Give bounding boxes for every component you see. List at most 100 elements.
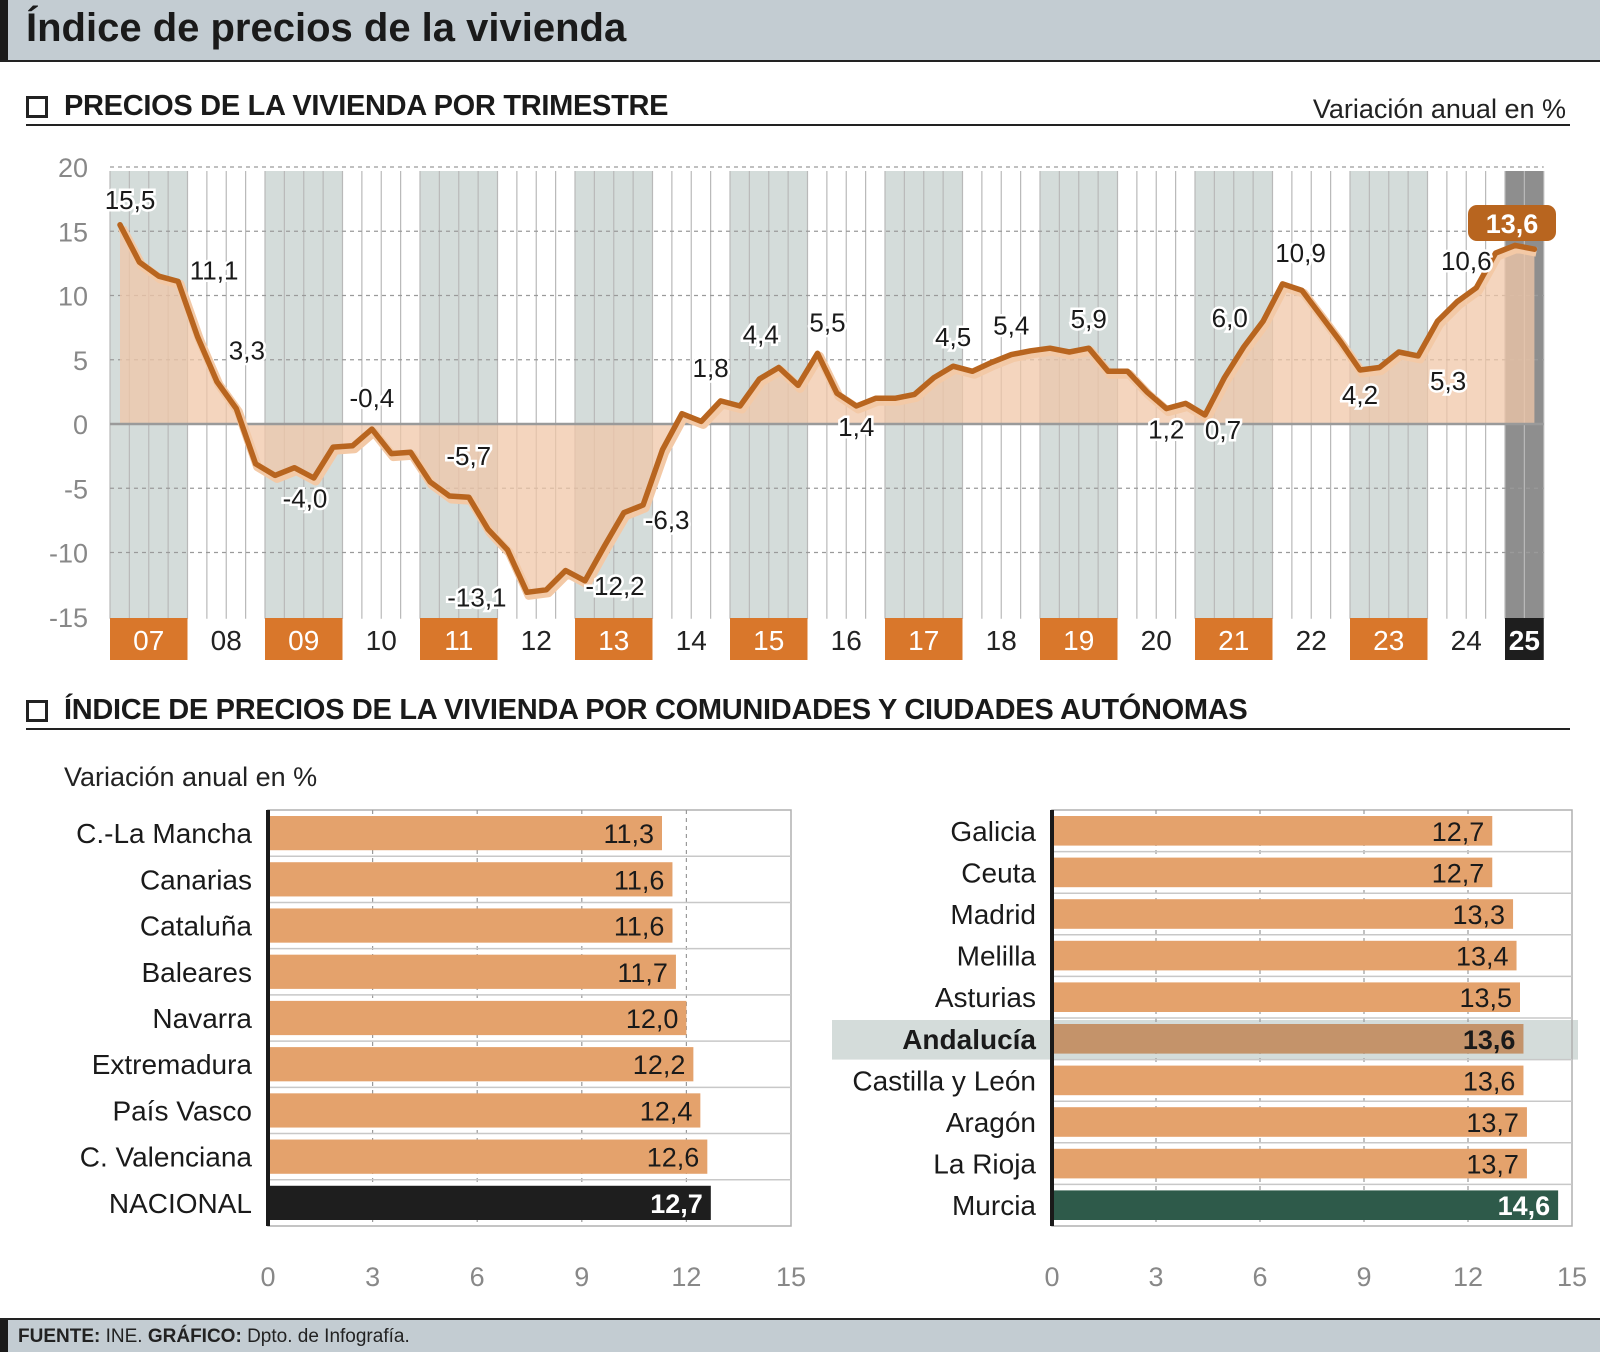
x-tick-label: 0 <box>260 1262 275 1292</box>
data-label: 3,3 <box>229 336 265 366</box>
category-label: Castilla y León <box>852 1065 1036 1096</box>
page-title: Índice de precios de la vivienda <box>26 6 627 50</box>
graphic-label: GRÁFICO: <box>147 1326 242 1347</box>
y-tick-label: 15 <box>58 217 88 247</box>
category-label: Baleares <box>141 957 252 988</box>
category-label: Andalucía <box>902 1024 1036 1055</box>
section-header-regions: ÍNDICE DE PRECIOS DE LA VIVIENDA POR COM… <box>26 690 1570 730</box>
year-label-bg <box>265 618 343 660</box>
bar-value-label: 12,7 <box>1432 817 1485 847</box>
category-label: La Rioja <box>933 1149 1036 1180</box>
bar-chart-left: 0 3 6 9 12 15 11,3 C.-La Mancha 11,6 Canarias 11,6… <box>76 809 806 1292</box>
line-chart: 20 15 10 5 0 -5 -10 -15 15,5 11,1 3,3 -4,0 -0,4 -5,7 -… <box>49 153 1556 660</box>
x-tick-label: 3 <box>365 1262 380 1292</box>
data-label: 1,2 <box>1148 415 1184 445</box>
bar-value-label: 13,7 <box>1466 1150 1519 1180</box>
footer: FUENTE: INE. GRÁFICO: Dpto. de Infografí… <box>0 1318 1600 1352</box>
data-label: 4,5 <box>935 322 971 352</box>
header-accent <box>0 0 8 60</box>
x-tick-label: 23 <box>1373 625 1404 656</box>
last-value-label: 13,6 <box>1486 209 1539 239</box>
data-label: 1,8 <box>693 353 729 383</box>
category-label: Asturias <box>935 982 1036 1013</box>
data-label: 1,4 <box>838 412 874 442</box>
data-label: 10,9 <box>1275 238 1326 268</box>
bar <box>268 1047 694 1082</box>
header-bar: Índice de precios de la vivienda <box>0 0 1600 62</box>
bar-value-label: 13,4 <box>1456 942 1509 972</box>
data-label: -6,3 <box>645 505 690 535</box>
section-header-quarterly: PRECIOS DE LA VIVIENDA POR TRIMESTRE Var… <box>26 86 1570 126</box>
x-tick-label: 12 <box>1453 1262 1483 1292</box>
bar <box>268 1185 711 1220</box>
bar <box>1052 857 1493 888</box>
category-label: C.-La Mancha <box>76 818 252 849</box>
footer-accent <box>0 1320 8 1352</box>
data-label: 6,0 <box>1212 303 1248 333</box>
data-label: 4,2 <box>1342 380 1378 410</box>
y-tick-label: 5 <box>73 346 88 376</box>
bar <box>1052 940 1517 971</box>
bar-chart-right: 0 3 6 9 12 15 12,7 Galicia 12,7 Ceuta 13,3 Madrid 13… <box>832 809 1587 1292</box>
data-label: -4,0 <box>283 483 328 513</box>
bar-value-label: 11,6 <box>614 912 665 942</box>
data-label: 10,6 <box>1441 246 1492 276</box>
y-tick-label: -10 <box>49 539 88 569</box>
data-label: 5,9 <box>1071 304 1107 334</box>
source-label: FUENTE: <box>18 1326 101 1347</box>
bar <box>1052 1065 1524 1096</box>
data-label: 11,1 <box>190 255 239 285</box>
x-tick-label: 22 <box>1296 625 1327 656</box>
bar-value-label: 11,3 <box>603 819 654 849</box>
data-label: 4,4 <box>743 319 779 349</box>
x-tick-label: 08 <box>211 625 242 656</box>
section-title-quarterly: PRECIOS DE LA VIVIENDA POR TRIMESTRE <box>64 90 669 122</box>
category-label: Navarra <box>152 1003 252 1034</box>
bar <box>1052 1107 1527 1137</box>
square-icon <box>26 700 48 722</box>
x-tick-label: 07 <box>133 625 164 656</box>
category-label: Cataluña <box>140 911 253 942</box>
bar-value-label: 12,0 <box>626 1004 679 1034</box>
bar <box>1052 1024 1524 1054</box>
bar <box>1052 1190 1559 1220</box>
data-label: 0,7 <box>1205 415 1241 445</box>
year-label-bg <box>1195 618 1273 660</box>
x-tick-label: 19 <box>1063 625 1094 656</box>
x-tick-label: 12 <box>671 1262 701 1292</box>
category-label: Extremadura <box>92 1049 253 1080</box>
bar-value-label: 13,3 <box>1453 900 1506 930</box>
x-tick-label: 6 <box>1252 1262 1267 1292</box>
bar <box>268 816 662 851</box>
category-label: País Vasco <box>112 1095 252 1126</box>
data-label: 5,5 <box>809 307 845 337</box>
y-tick-label: -5 <box>64 474 88 504</box>
bar <box>268 1000 687 1036</box>
x-tick-label: 09 <box>288 625 319 656</box>
x-tick-label: 24 <box>1451 625 1482 656</box>
y-tick-label: 10 <box>58 282 88 312</box>
category-label: NACIONAL <box>109 1188 252 1219</box>
year-label-bg <box>885 618 963 660</box>
square-icon <box>26 96 48 118</box>
bar-value-label: 13,6 <box>1463 1066 1516 1096</box>
category-label: C. Valenciana <box>80 1142 253 1173</box>
x-tick-label: 17 <box>908 625 939 656</box>
bar <box>1052 982 1520 1012</box>
y-tick-label: 0 <box>73 410 88 440</box>
x-tick-label: 15 <box>1557 1262 1587 1292</box>
footer-credits: FUENTE: INE. GRÁFICO: Dpto. de Infografí… <box>18 1326 410 1348</box>
bar <box>268 1093 701 1128</box>
year-label-bg <box>1350 618 1428 660</box>
x-tick-label: 18 <box>986 625 1017 656</box>
data-label: -13,1 <box>447 582 506 612</box>
year-label-bg <box>1505 618 1544 660</box>
bar-value-label: 13,5 <box>1459 983 1512 1013</box>
series-line <box>117 222 1538 596</box>
bar-value-label: 13,6 <box>1463 1025 1516 1055</box>
bar-value-label: 12,2 <box>633 1050 686 1080</box>
category-label: Canarias <box>140 864 252 895</box>
x-tick-label: 15 <box>753 625 784 656</box>
x-tick-label: 3 <box>1148 1262 1163 1292</box>
x-tick-label: 13 <box>598 625 629 656</box>
